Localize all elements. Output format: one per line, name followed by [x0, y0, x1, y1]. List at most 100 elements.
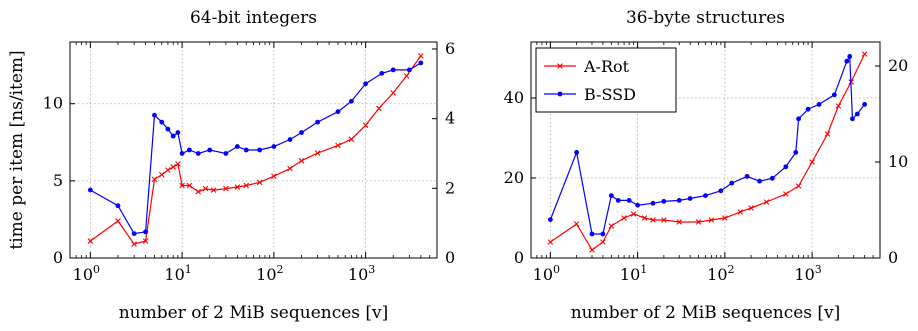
data-point: [793, 150, 799, 155]
data-point: [87, 238, 94, 244]
data-point: [390, 67, 396, 73]
legend-label: A-Rot: [583, 57, 630, 76]
data-point: [589, 231, 595, 237]
x-tick-exponent: 0: [553, 263, 560, 276]
data-point: [547, 217, 553, 223]
data-point: [186, 182, 193, 189]
x-tick-base: 10: [73, 265, 93, 284]
data-point: [287, 137, 293, 142]
data-point: [809, 159, 815, 165]
data-point: [186, 147, 192, 153]
data-point: [159, 119, 165, 125]
data-point: [87, 187, 93, 193]
x-tick-label: 102: [707, 263, 734, 284]
data-point: [589, 247, 595, 253]
data-point: [615, 198, 621, 203]
data-point: [115, 203, 121, 209]
y-right-tick-label: 20: [888, 56, 908, 75]
data-point: [131, 241, 137, 247]
data-point: [287, 165, 293, 172]
data-point: [861, 51, 868, 57]
legend: A-Rot B-SSD: [535, 47, 677, 113]
data-point: [854, 111, 860, 117]
data-point: [641, 215, 648, 221]
y-left-tick-label: 0: [53, 248, 63, 267]
data-point: [850, 116, 855, 122]
data-point: [223, 185, 229, 192]
data-point: [748, 205, 754, 211]
x-tick-base: 10: [348, 265, 368, 284]
data-point: [783, 191, 789, 197]
data-point: [729, 180, 735, 186]
x-tick-label: 101: [620, 263, 647, 284]
x-tick-exponent: 2: [728, 263, 735, 276]
legend-box: [535, 47, 677, 113]
data-point: [390, 90, 397, 96]
legend-label: B-SSD: [584, 85, 636, 104]
data-point: [348, 136, 355, 142]
data-point: [573, 221, 580, 227]
data-point: [271, 173, 277, 180]
data-point: [195, 151, 201, 156]
x-tick-base: 10: [256, 265, 276, 284]
data-point: [151, 176, 158, 183]
data-point: [621, 215, 627, 221]
data-point: [626, 198, 632, 203]
data-point: [847, 54, 853, 59]
data-point: [406, 67, 412, 73]
data-point: [608, 223, 615, 229]
y-left-tick-label: 5: [53, 171, 63, 190]
data-point: [661, 217, 667, 223]
plot-frame: [530, 41, 881, 259]
y-right-tick-label: 4: [445, 109, 455, 128]
data-point: [676, 198, 682, 203]
x-tick-exponent: 1: [185, 263, 192, 276]
data-point: [831, 92, 837, 98]
data-point: [687, 196, 693, 201]
x-tick-label: 100: [73, 263, 100, 284]
data-point: [718, 188, 724, 194]
data-point: [298, 158, 305, 164]
data-point: [223, 151, 229, 156]
x-tick-base: 10: [533, 265, 553, 284]
data-point: [202, 185, 209, 192]
x-tick-exponent: 2: [277, 263, 284, 276]
y-right-tick-label: 2: [445, 178, 455, 197]
x-tick-label: 100: [533, 263, 560, 284]
data-point: [271, 144, 277, 149]
y-axis-label: time per item [ns/item]: [7, 50, 27, 249]
data-point: [783, 164, 789, 170]
data-point: [314, 150, 321, 156]
y-right-tick-label: 0: [888, 248, 898, 267]
data-point: [152, 112, 157, 118]
x-axis-label: number of 2 MiB sequences [v]: [571, 303, 841, 323]
data-point: [650, 200, 656, 206]
data-point: [600, 231, 606, 237]
data-point: [335, 109, 341, 115]
data-point: [299, 130, 304, 135]
x-tick-exponent: 0: [93, 263, 100, 276]
chart-title: 36-byte structures: [626, 8, 785, 28]
data-point: [234, 144, 240, 149]
data-point: [376, 105, 382, 112]
x-tick-base: 10: [620, 265, 640, 284]
data-point: [835, 103, 842, 109]
data-point: [170, 133, 176, 139]
data-point: [257, 147, 263, 153]
series-line-A-Rot: [550, 53, 866, 251]
x-axis-label: number of 2 MiB sequences [v]: [119, 303, 389, 323]
x-tick-base: 10: [164, 265, 184, 284]
y-left-tick-label: 20: [504, 168, 524, 187]
data-point: [763, 199, 770, 205]
x-tick-exponent: 1: [640, 263, 647, 276]
data-point: [703, 193, 708, 199]
data-point: [379, 70, 385, 76]
data-point: [661, 198, 667, 204]
data-point: [695, 219, 702, 225]
data-point: [165, 167, 171, 173]
x-tick-label: 102: [256, 263, 283, 284]
legend-marker: [557, 91, 563, 97]
